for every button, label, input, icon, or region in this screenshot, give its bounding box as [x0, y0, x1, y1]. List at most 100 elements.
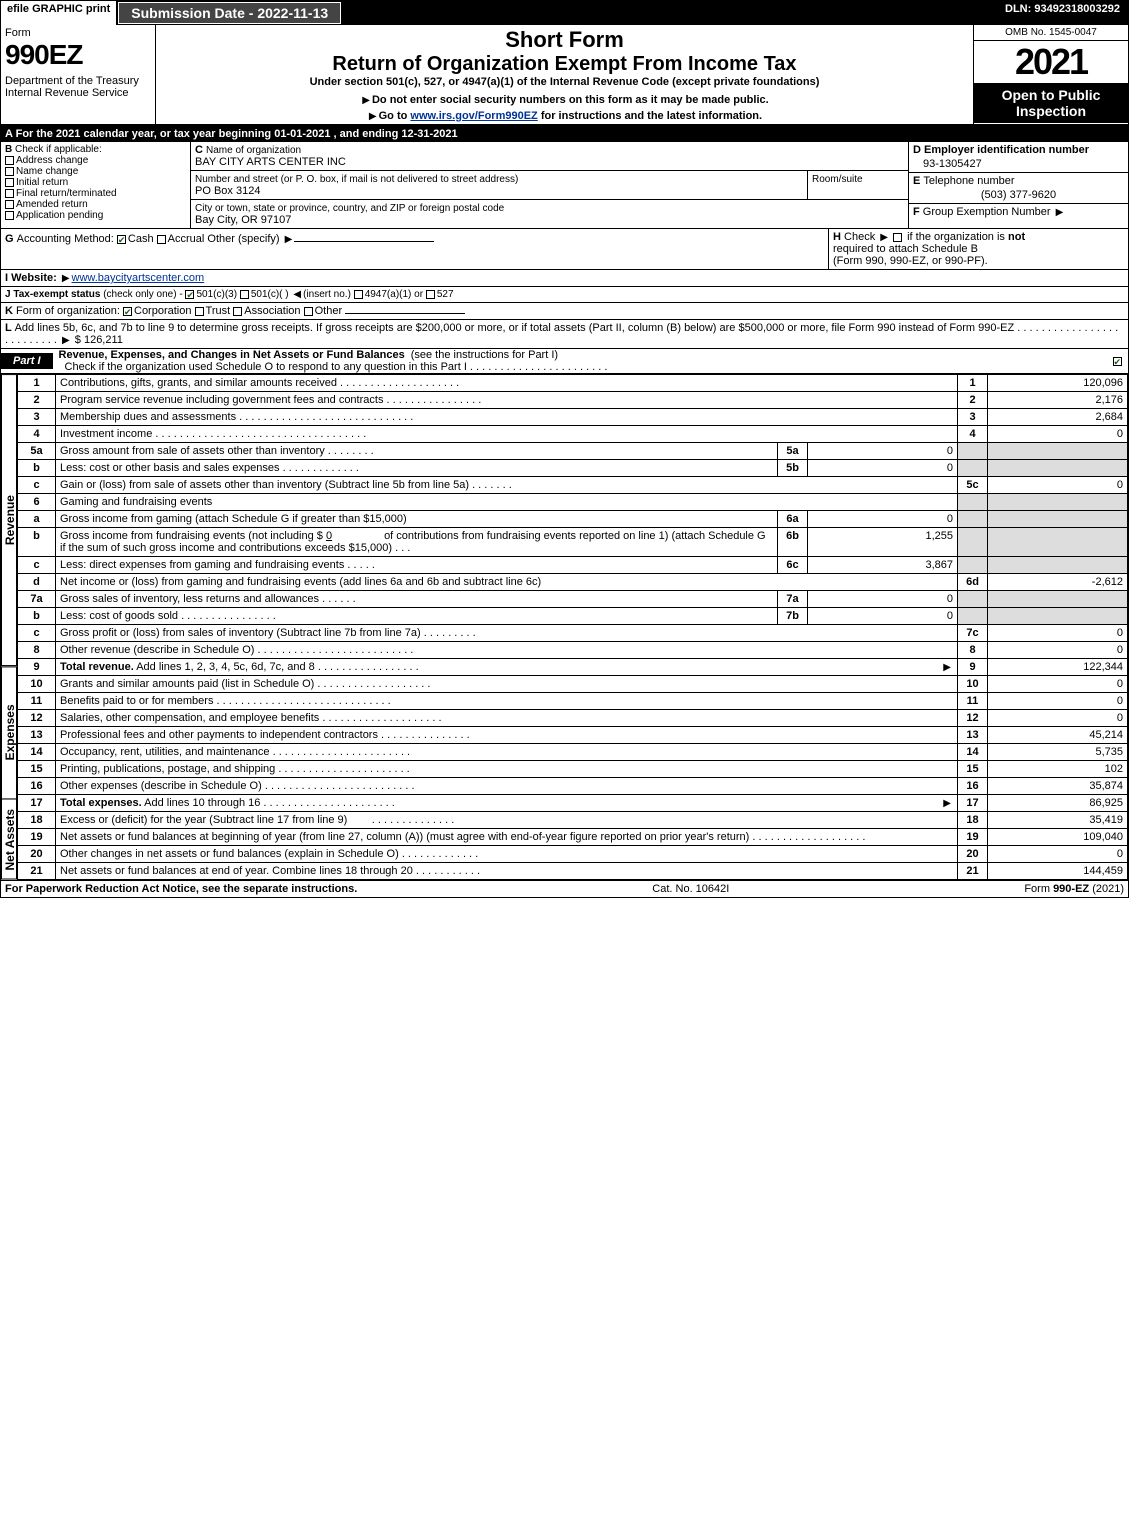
efile-label: efile GRAPHIC print — [1, 1, 117, 25]
ssn-note-text: Do not enter social security numbers on … — [372, 94, 769, 106]
goto-post: for instructions and the latest informat… — [538, 110, 762, 122]
h-text4: (Form 990, 990-EZ, or 990-PF). — [833, 255, 988, 267]
k-opt-3: Other — [315, 305, 343, 317]
section-k: K Form of organization: Corporation Trus… — [1, 303, 1128, 320]
trust-checkbox[interactable] — [195, 307, 204, 316]
city-value: Bay City, OR 97107 — [195, 214, 291, 226]
cash-checkbox[interactable] — [117, 235, 126, 244]
527-checkbox[interactable] — [426, 290, 435, 299]
line-5a: 5aGross amount from sale of assets other… — [18, 443, 1128, 460]
c-label: Name of organization — [206, 145, 301, 156]
line-10: 10Grants and similar amounts paid (list … — [18, 676, 1128, 693]
form-990ez-page: efile GRAPHIC print Submission Date - 20… — [0, 0, 1129, 898]
final-return-checkbox[interactable] — [5, 189, 14, 198]
line-5b: bLess: cost or other basis and sales exp… — [18, 460, 1128, 477]
b-item-3: Final return/terminated — [16, 188, 117, 199]
city-label: City or town, state or province, country… — [195, 203, 504, 214]
b-item-1: Name change — [16, 166, 78, 177]
section-i: I Website: www.baycityartscenter.com — [1, 270, 1128, 287]
header-middle: Short Form Return of Organization Exempt… — [156, 25, 973, 124]
section-a-text: For the 2021 calendar year, or tax year … — [16, 128, 458, 140]
l-text: Add lines 5b, 6c, and 7b to line 9 to de… — [15, 322, 1015, 334]
line-12: 12Salaries, other compensation, and empl… — [18, 710, 1128, 727]
expenses-label: Expenses — [1, 666, 17, 799]
name-change-checkbox[interactable] — [5, 167, 14, 176]
k-label: Form of organization: — [16, 305, 120, 317]
f-label: Group Exemption Number — [923, 206, 1051, 218]
j-opt-0: 501(c)(3) — [196, 289, 237, 300]
footer-right: Form 990-EZ (2021) — [1024, 883, 1124, 895]
line-2: 2Program service revenue including gover… — [18, 392, 1128, 409]
accrual-checkbox[interactable] — [157, 235, 166, 244]
line-5c: cGain or (loss) from sale of assets othe… — [18, 477, 1128, 494]
g-other: Other (specify) — [207, 233, 279, 245]
association-checkbox[interactable] — [233, 307, 242, 316]
j-opt-1: 501(c)( ) — [251, 289, 289, 300]
line-20: 20Other changes in net assets or fund ba… — [18, 846, 1128, 863]
room-label: Room/suite — [812, 174, 863, 185]
form-number: 990EZ — [5, 39, 151, 71]
j-opt-3: 4947(a)(1) or — [365, 289, 423, 300]
h-text2: if the organization is — [907, 231, 1005, 243]
phone-value: (503) 377-9620 — [909, 189, 1128, 204]
line-21: 21Net assets or fund balances at end of … — [18, 863, 1128, 880]
part1-check: Check if the organization used Schedule … — [53, 361, 467, 373]
h-checkbox[interactable] — [893, 233, 902, 242]
irs-link[interactable]: www.irs.gov/Form990EZ — [410, 110, 537, 122]
section-a: A For the 2021 calendar year, or tax yea… — [1, 126, 1128, 142]
line-7c: cGross profit or (loss) from sales of in… — [18, 625, 1128, 642]
section-b: B Check if applicable: Address change Na… — [1, 142, 191, 228]
website-link[interactable]: www.baycityartscenter.com — [72, 272, 205, 284]
application-pending-checkbox[interactable] — [5, 211, 14, 220]
amended-return-checkbox[interactable] — [5, 200, 14, 209]
h-not: not — [1008, 231, 1025, 243]
j-opt-4: 527 — [437, 289, 454, 300]
g-cash: Cash — [128, 233, 154, 245]
org-name: BAY CITY ARTS CENTER INC — [195, 156, 346, 168]
b-item-4: Amended return — [16, 199, 88, 210]
section-l: L Add lines 5b, 6c, and 7b to line 9 to … — [1, 320, 1128, 349]
top-bar: efile GRAPHIC print Submission Date - 20… — [1, 1, 1128, 25]
k-opt-0: Corporation — [134, 305, 191, 317]
return-title: Return of Organization Exempt From Incom… — [162, 53, 967, 76]
h-check: Check — [844, 231, 875, 243]
goto-line: Go to www.irs.gov/Form990EZ for instruct… — [162, 110, 967, 122]
gh-row: G Accounting Method: Cash Accrual Other … — [1, 229, 1128, 270]
k-opt-1: Trust — [206, 305, 231, 317]
i-label: Website: — [11, 272, 57, 284]
initial-return-checkbox[interactable] — [5, 178, 14, 187]
footer-left: For Paperwork Reduction Act Notice, see … — [5, 883, 357, 895]
other-checkbox[interactable] — [304, 307, 313, 316]
corporation-checkbox[interactable] — [123, 307, 132, 316]
omb-number: OMB No. 1545-0047 — [974, 25, 1128, 41]
501c3-checkbox[interactable] — [185, 290, 194, 299]
b-item-2: Initial return — [16, 177, 68, 188]
header-right: OMB No. 1545-0047 2021 Open to Public In… — [973, 25, 1128, 124]
line-8: 8Other revenue (describe in Schedule O) … — [18, 642, 1128, 659]
dln-number: DLN: 93492318003292 — [997, 1, 1128, 25]
line-4: 4Investment income . . . . . . . . . . .… — [18, 426, 1128, 443]
under-section: Under section 501(c), 527, or 4947(a)(1)… — [162, 76, 967, 88]
netassets-label: Net Assets — [1, 799, 17, 880]
4947-checkbox[interactable] — [354, 290, 363, 299]
ssn-note: Do not enter social security numbers on … — [162, 94, 967, 106]
section-c: C Name of organization BAY CITY ARTS CEN… — [191, 142, 908, 228]
part1-note: (see the instructions for Part I) — [411, 349, 558, 361]
part1-scho-checkbox[interactable] — [1113, 357, 1122, 366]
open-public: Open to Public Inspection — [974, 83, 1128, 123]
address-change-checkbox[interactable] — [5, 156, 14, 165]
part1-label: Part I — [1, 353, 53, 369]
line-15: 15Printing, publications, postage, and s… — [18, 761, 1128, 778]
line-19: 19Net assets or fund balances at beginni… — [18, 829, 1128, 846]
l-value: $ 126,211 — [75, 334, 123, 346]
bcdef-row: B Check if applicable: Address change Na… — [1, 142, 1128, 229]
b-item-5: Application pending — [16, 210, 103, 221]
lines-container: Revenue Expenses Net Assets 1Contributio… — [1, 374, 1128, 880]
501c-checkbox[interactable] — [240, 290, 249, 299]
line-6: 6Gaming and fundraising events — [18, 494, 1128, 511]
line-18: 18Excess or (deficit) for the year (Subt… — [18, 812, 1128, 829]
line-16: 16Other expenses (describe in Schedule O… — [18, 778, 1128, 795]
irs-label: Internal Revenue Service — [5, 87, 151, 99]
line-11: 11Benefits paid to or for members . . . … — [18, 693, 1128, 710]
j-label: Tax-exempt status — [13, 289, 100, 300]
